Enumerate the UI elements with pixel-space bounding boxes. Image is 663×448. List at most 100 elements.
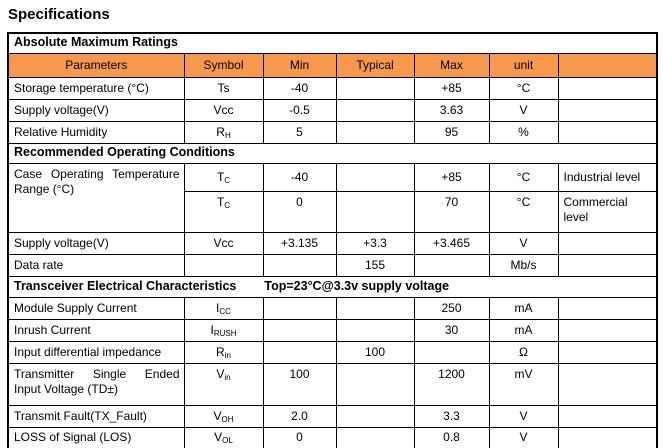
cell-min: -0.5 [262,98,337,122]
cell-note [557,296,658,320]
cell-note [557,76,658,100]
cell-min: 0 [262,190,337,233]
cell-typical [335,190,415,233]
table-row: Input differential impedance Rin 100 Ω [7,340,658,364]
cell-parameter: Transmit Fault(TX_Fault) [7,404,185,428]
cell-max: 30 [413,318,490,342]
cell-max: +85 [413,76,490,100]
cell-symbol: RH [183,120,264,144]
table-row: Data rate 155 Mb/s [7,253,658,277]
cell-unit: Ω [488,340,559,364]
column-header-max: Max [413,52,490,78]
cell-note [557,362,658,406]
cell-unit: V [488,98,559,122]
cell-unit: °C [488,162,559,192]
cell-unit: Mb/s [488,253,559,277]
section-row-absolute-maximum-ratings: Absolute Maximum Ratings [7,32,658,54]
cell-typical: +3.3 [335,231,415,255]
cell-parameter: Relative Humidity [7,120,185,144]
table-row: Case Operating Temperature Range (°C) TC… [7,162,658,233]
section-condition: Top=23°C@3.3v supply voltage [264,278,450,293]
column-header-row: Parameters Symbol Min Typical Max unit [7,52,658,78]
cell-parameter: Supply voltage(V) [7,231,185,255]
cell-symbol: TC [183,162,264,192]
cell-note [557,404,658,428]
cell-unit: % [488,120,559,144]
cell-min: 5 [262,120,337,144]
cell-max [413,340,490,364]
cell-parameter: Module Supply Current [7,296,185,320]
section-title: Transceiver Electrical Characteristics [14,278,237,293]
cell-min [262,296,337,320]
symbol-subscript: C [224,200,231,210]
cell-typical [335,318,415,342]
symbol-base: T [216,194,225,209]
cell-symbol: VOH [183,404,264,428]
cell-symbol: Rin [183,340,264,364]
cell-note: Industrial level [557,162,658,192]
cell-typical [335,162,415,192]
table-row: Transmitter Single Ended Input Voltage (… [7,362,658,406]
cell-symbol: Ts [183,76,264,100]
section-row-transceiver-electrical-characteristics: Transceiver Electrical Characteristics To… [7,275,658,298]
column-header-typical: Typical [335,52,415,78]
section-header-absolute-maximum-ratings: Absolute Maximum Ratings [7,32,658,54]
cell-max [413,253,490,277]
parameter-line2: Range (°C) [14,181,75,196]
cell-parameter: LOSS of Signal (LOS) [7,426,185,448]
cell-parameter: Storage temperature (°C) [7,76,185,100]
cell-max: +85 [413,162,490,192]
section-header-transceiver-electrical-characteristics: Transceiver Electrical Characteristics To… [7,275,658,298]
cell-min [262,253,337,277]
cell-max: 70 [413,190,490,233]
symbol-base: T [216,169,225,184]
symbol-subscript: RUSH [213,328,237,338]
cell-typical [335,426,415,448]
cell-min: 0 [262,426,337,448]
cell-note [557,253,658,277]
cell-symbol [183,253,264,277]
symbol-base: R [216,344,225,359]
section-header-recommended-operating-conditions: Recommended Operating Conditions [7,142,658,164]
cell-unit: mV [488,362,559,406]
cell-symbol: VOL [183,426,264,448]
cell-max: 3.3 [413,404,490,428]
cell-note [557,231,658,255]
table-row: Supply voltage(V) Vcc +3.135 +3.3 +3.465… [7,231,658,255]
table-row: Transmit Fault(TX_Fault) VOH 2.0 3.3 V [7,404,658,428]
cell-max: 250 [413,296,490,320]
symbol-subscript: OH [221,414,234,424]
column-header-note [557,52,658,78]
cell-symbol: Vcc [183,98,264,122]
cell-min: +3.135 [262,231,337,255]
symbol-base: R [216,124,225,139]
table-row: TC 0 70 °C Commercial level [8,190,658,233]
cell-note [557,426,658,448]
cell-unit: mA [488,296,559,320]
symbol-subscript: OL [222,436,233,446]
cell-min: -40 [262,76,337,100]
symbol-base: I [210,322,214,337]
cell-unit: V [488,404,559,428]
cell-parameter-case-operating-temperature: Case Operating Temperature Range (°C) [7,162,185,233]
table-row: Inrush Current IRUSH 30 mA [7,318,658,342]
cell-min: 2.0 [262,404,337,428]
symbol-subscript: in [224,350,231,360]
cell-symbol: ICC [183,296,264,320]
cell-unit: °C [488,190,559,233]
cell-typical [335,404,415,428]
table-row: Relative Humidity RH 5 95 % [7,120,658,144]
cell-parameter: Supply voltage(V) [7,98,185,122]
symbol-base: Ts [217,80,230,95]
parameter-line2: Input Voltage (TD±) [14,381,118,396]
symbol-base: I [216,300,220,315]
cell-max: 95 [413,120,490,144]
cell-note [557,98,658,122]
cell-parameter: Input differential impedance [7,340,185,364]
cell-symbol: Vcc [183,231,264,255]
cell-max: 1200 [413,362,490,406]
cell-note [557,318,658,342]
cell-unit: mA [488,318,559,342]
cell-max: 0.8 [413,426,490,448]
cell-min: -40 [262,162,337,192]
